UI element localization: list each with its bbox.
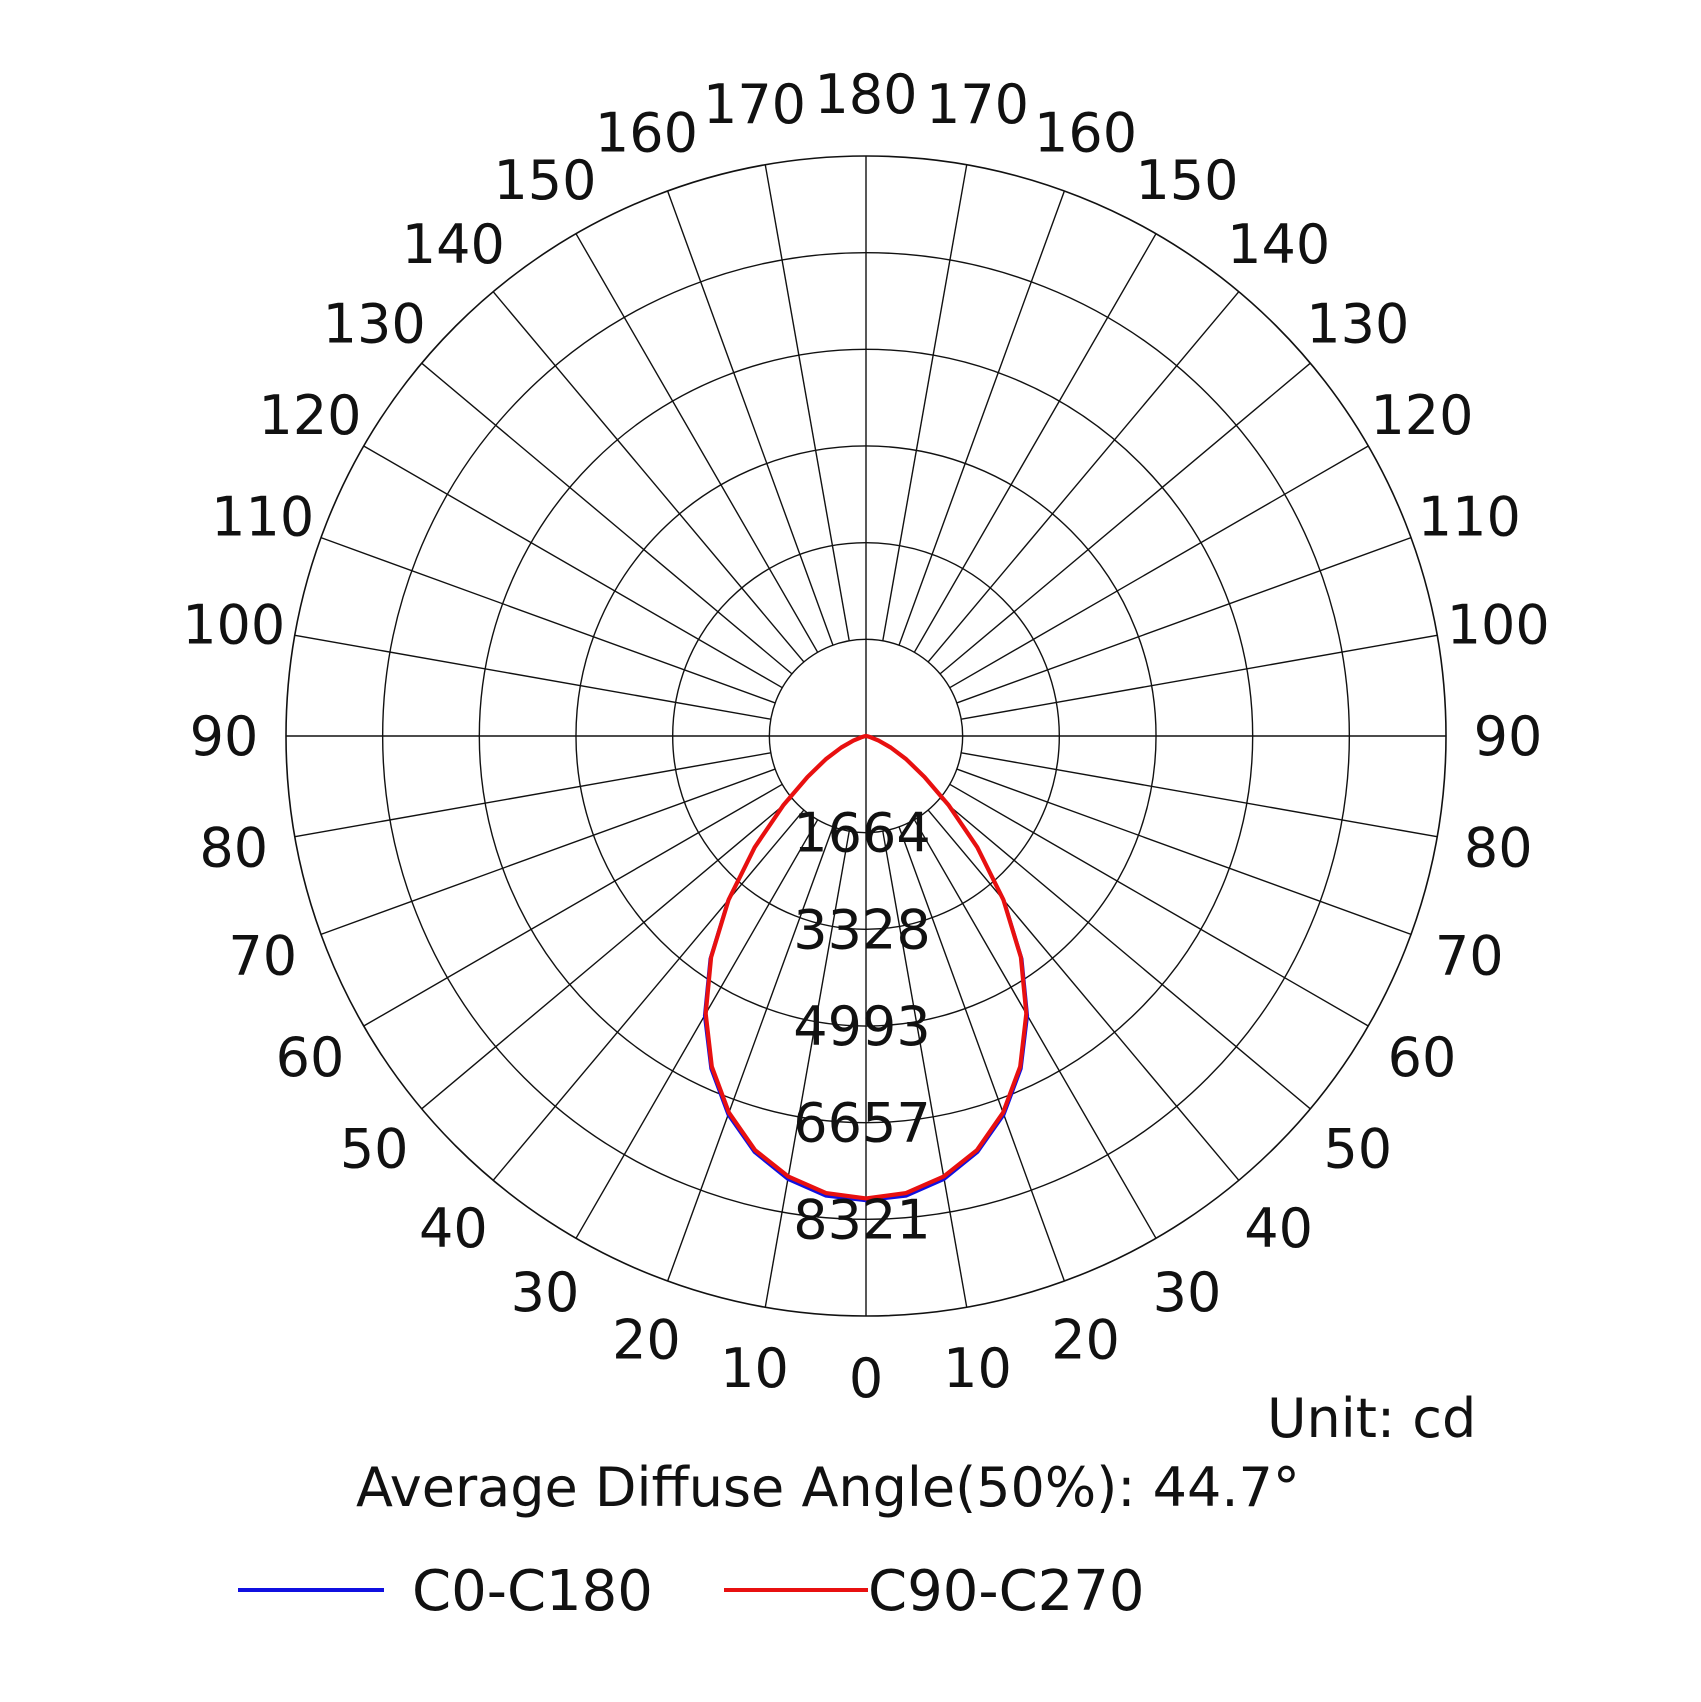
- spoke-60: [949, 783, 1369, 1027]
- spoke-250: [320, 536, 776, 704]
- angle-label-left-90: 90: [190, 705, 259, 768]
- spoke-280: [294, 752, 771, 838]
- angle-label-left-150: 150: [493, 149, 596, 212]
- spoke-310: [421, 797, 793, 1110]
- angle-label-right-60: 60: [1388, 1026, 1457, 1089]
- polar-grid: [285, 155, 1447, 1317]
- angle-label-right-90: 90: [1474, 705, 1543, 768]
- spoke-210: [575, 233, 819, 653]
- spoke-340: [666, 826, 834, 1282]
- spoke-30: [913, 819, 1157, 1239]
- ring-label-8321: 8321: [793, 1188, 930, 1251]
- spoke-170: [882, 164, 968, 641]
- spoke-80: [961, 752, 1438, 838]
- spoke-160: [898, 190, 1066, 646]
- angle-label-right-110: 110: [1418, 485, 1521, 548]
- ring-label-1664: 1664: [793, 802, 930, 865]
- spoke-130: [939, 362, 1311, 675]
- angle-label-right-170: 170: [926, 73, 1029, 136]
- angle-label-right-20: 20: [1051, 1308, 1120, 1371]
- spoke-70: [956, 768, 1412, 936]
- angle-label-right-10: 10: [943, 1337, 1012, 1400]
- angle-label-left-70: 70: [228, 925, 297, 988]
- spoke-330: [575, 819, 819, 1239]
- angle-label-left-80: 80: [199, 816, 268, 879]
- spoke-110: [956, 536, 1412, 704]
- angle-label-left-50: 50: [340, 1118, 409, 1181]
- ring-label-3328: 3328: [793, 898, 930, 961]
- angle-label-left-170: 170: [703, 73, 806, 136]
- spoke-150: [913, 233, 1157, 653]
- angle-label-right-120: 120: [1370, 384, 1473, 447]
- spoke-290: [320, 768, 776, 936]
- angle-label-right-180: 180: [814, 63, 917, 126]
- spoke-40: [927, 809, 1240, 1181]
- angle-label-right-50: 50: [1323, 1118, 1392, 1181]
- ring-label-6657: 6657: [793, 1092, 930, 1155]
- spoke-240: [363, 445, 783, 689]
- angle-label-left-130: 130: [323, 292, 426, 355]
- angle-label-right-30: 30: [1153, 1261, 1222, 1324]
- angle-label-left-140: 140: [402, 213, 505, 276]
- angle-label-left-110: 110: [211, 485, 314, 548]
- spoke-10: [882, 831, 968, 1308]
- angle-label-left-40: 40: [419, 1197, 488, 1260]
- angle-label-right-40: 40: [1244, 1197, 1313, 1260]
- diffuse-angle-label: Average Diffuse Angle(50%): 44.7°: [356, 1456, 1300, 1519]
- spoke-100: [961, 634, 1438, 720]
- angle-label-left-30: 30: [511, 1261, 580, 1324]
- spoke-220: [492, 291, 805, 663]
- spoke-190: [764, 164, 850, 641]
- angle-label-left-120: 120: [258, 384, 361, 447]
- spoke-300: [363, 783, 783, 1027]
- angle-label-left-60: 60: [276, 1026, 345, 1089]
- angle-label-left-100: 100: [182, 594, 285, 657]
- angle-label-right-130: 130: [1306, 292, 1409, 355]
- ring-label-4993: 4993: [793, 995, 930, 1058]
- angle-label-right-100: 100: [1447, 594, 1550, 657]
- spoke-20: [898, 826, 1066, 1282]
- spoke-200: [666, 190, 834, 646]
- legend-label-c90-c270: C90-C270: [868, 1559, 1145, 1624]
- spoke-230: [421, 362, 793, 675]
- legend-label-c0-c180: C0-C180: [412, 1559, 653, 1624]
- angle-label-right-140: 140: [1227, 213, 1330, 276]
- spoke-320: [492, 809, 805, 1181]
- angle-label-right-160: 160: [1034, 102, 1137, 165]
- angle-label-right-80: 80: [1464, 816, 1533, 879]
- unit-label: Unit: cd: [1267, 1387, 1476, 1450]
- angle-label-left-160: 160: [595, 102, 698, 165]
- curve-c90-c270: [703, 733, 1029, 1201]
- angle-label-left-10: 10: [720, 1337, 789, 1400]
- spoke-140: [927, 291, 1240, 663]
- angle-label-right-150: 150: [1135, 149, 1238, 212]
- spoke-120: [949, 445, 1369, 689]
- spoke-50: [939, 797, 1311, 1110]
- angle-label-left-20: 20: [612, 1308, 681, 1371]
- spoke-260: [294, 634, 771, 720]
- legend: C0-C180 C90-C270: [238, 1559, 1145, 1624]
- angle-label-right-0: 0: [849, 1347, 883, 1410]
- intensity-curves: [702, 733, 1030, 1203]
- angle-label-right-70: 70: [1435, 925, 1504, 988]
- spoke-350: [764, 831, 850, 1308]
